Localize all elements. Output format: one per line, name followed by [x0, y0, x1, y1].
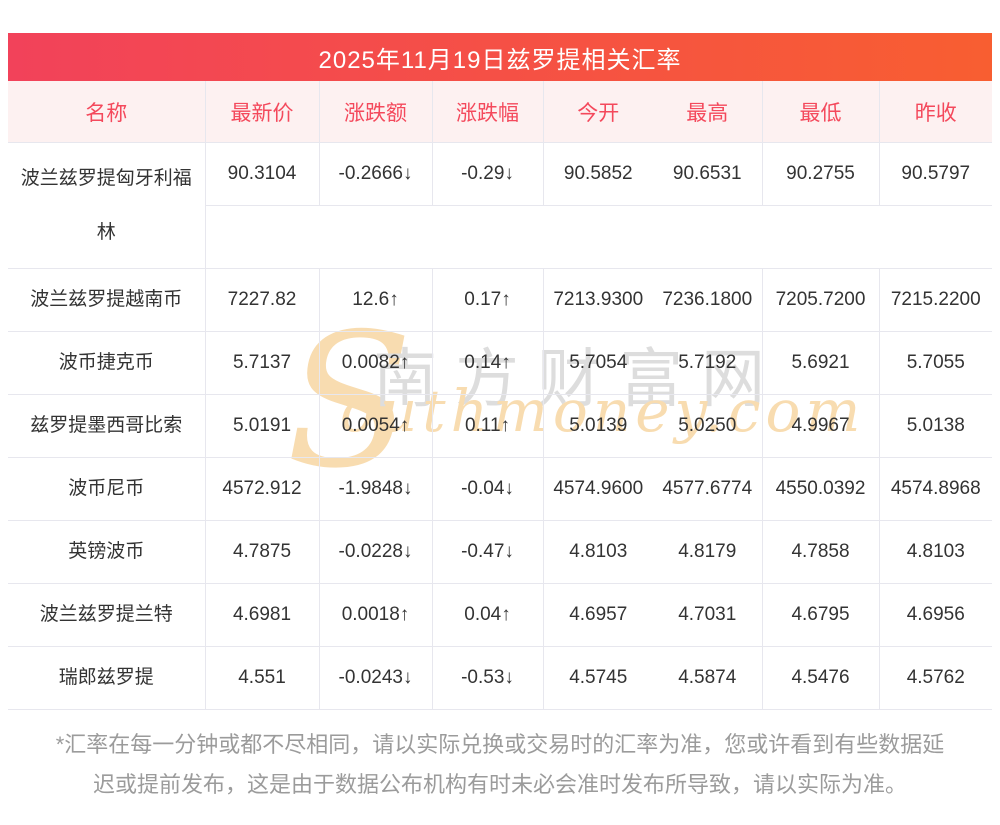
cell-change: -0.0243↓ [318, 646, 432, 710]
cell-latest: 4.6981 [204, 583, 319, 647]
cell-open: 5.7054 [542, 331, 653, 395]
cell-change: -1.9848↓ [318, 457, 432, 521]
column-header-name: 名称 [8, 81, 205, 143]
exchange-rates-table: 名称 最新价 涨跌额 涨跌幅 今开 最高 最低 昨收 波兰兹罗提匈牙利福林 90.… [8, 81, 992, 710]
cell-change-pct: 0.17↑ [431, 268, 543, 332]
disclaimer-note: *汇率在每一分钟或都不尽相同，请以实际兑换或交易时的汇率为准，您或许看到有些数据… [55, 732, 945, 797]
cell-low: 4.7858 [761, 520, 879, 584]
currency-pair-name: 英镑波币 [8, 520, 205, 584]
cell-change-pct: -0.04↓ [431, 457, 543, 521]
cell-high: 4.8179 [653, 520, 762, 584]
cell-change: -0.2666↓ [318, 142, 432, 206]
cell-high: 7236.1800 [653, 268, 762, 332]
cell-change-pct: 0.04↑ [431, 583, 543, 647]
cell-low: 90.2755 [761, 142, 879, 206]
cell-low: 4.5476 [761, 646, 879, 710]
cell-latest: 4572.912 [204, 457, 319, 521]
cell-high: 5.0250 [653, 394, 762, 458]
cell-change-pct: 0.11↑ [431, 394, 543, 458]
cell-prev-close: 4.5762 [878, 646, 992, 710]
table-row: 波兰兹罗提兰特 4.6981 0.0018↑ 0.04↑ 4.6957 4.7031 4.6… [8, 583, 992, 647]
currency-pair-name: 波兰兹罗提越南币 [8, 268, 205, 332]
cell-latest: 4.7875 [204, 520, 319, 584]
cell-latest: 5.0191 [204, 394, 319, 458]
table-row: 波币尼币 4572.912 -1.9848↓ -0.04↓ 4574.9600 4577.… [8, 457, 992, 521]
cell-change-pct: 0.14↑ [431, 331, 543, 395]
rates-table-wrap: S 南方财富网 outhmoney.com 名称 最新价 涨跌额 涨跌幅 今开 … [8, 81, 992, 710]
cell-high: 4.7031 [653, 583, 762, 647]
cell-change: -0.0228↓ [318, 520, 432, 584]
cell-change: 0.0082↑ [318, 331, 432, 395]
column-header-latest: 最新价 [204, 81, 319, 143]
table-row: 兹罗提墨西哥比索 5.0191 0.0054↑ 0.11↑ 5.0139 5.0250 4.… [8, 394, 992, 458]
cell-open: 4574.9600 [542, 457, 653, 521]
cell-change-pct: -0.29↓ [431, 142, 543, 206]
cell-open: 5.0139 [542, 394, 653, 458]
cell-change-pct: -0.53↓ [431, 646, 543, 710]
column-header-open: 今开 [542, 81, 653, 143]
column-header-low: 最低 [761, 81, 879, 143]
cell-latest: 90.3104 [204, 142, 319, 206]
cell-prev-close: 5.0138 [878, 394, 992, 458]
table-row: 波兰兹罗提匈牙利福林 90.3104 -0.2666↓ -0.29↓ 90.5852 90… [8, 142, 992, 269]
cell-high: 90.6531 [653, 142, 762, 206]
cell-high: 4.5874 [653, 646, 762, 710]
cell-prev-close: 4.6956 [878, 583, 992, 647]
cell-low: 4.9967 [761, 394, 879, 458]
cell-prev-close: 90.5797 [878, 142, 992, 206]
cell-high: 5.7192 [653, 331, 762, 395]
currency-pair-name: 波兰兹罗提匈牙利福林 [8, 142, 205, 269]
currency-pair-name: 波兰兹罗提兰特 [8, 583, 205, 647]
cell-prev-close: 4.8103 [878, 520, 992, 584]
table-row: 瑞郎兹罗提 4.551 -0.0243↓ -0.53↓ 4.5745 4.5874 4.54… [8, 646, 992, 710]
cell-open: 4.6957 [542, 583, 653, 647]
column-header-change-pct: 涨跌幅 [431, 81, 543, 143]
cell-open: 90.5852 [542, 142, 653, 206]
table-row-filler [8, 205, 992, 269]
cell-change-pct: -0.47↓ [431, 520, 543, 584]
column-header-high: 最高 [653, 81, 762, 143]
page-title: 2025年11月19日兹罗提相关汇率 [318, 46, 682, 74]
table-row: 英镑波币 4.7875 -0.0228↓ -0.47↓ 4.8103 4.8179 4.78… [8, 520, 992, 584]
cell-open: 7213.9300 [542, 268, 653, 332]
cell-prev-close: 5.7055 [878, 331, 992, 395]
cell-low: 4.6795 [761, 583, 879, 647]
cell-open: 4.5745 [542, 646, 653, 710]
cell-low: 5.6921 [761, 331, 879, 395]
currency-pair-name: 兹罗提墨西哥比索 [8, 394, 205, 458]
table-row: 波币捷克币 5.7137 0.0082↑ 0.14↑ 5.7054 5.7192 5.692… [8, 331, 992, 395]
column-header-prev-close: 昨收 [878, 81, 992, 143]
cell-open: 4.8103 [542, 520, 653, 584]
cell-prev-close: 7215.2200 [878, 268, 992, 332]
cell-latest: 4.551 [204, 646, 319, 710]
cell-high: 4577.6774 [653, 457, 762, 521]
cell-low: 4550.0392 [761, 457, 879, 521]
cell-latest: 7227.82 [204, 268, 319, 332]
cell-prev-close: 4574.8968 [878, 457, 992, 521]
table-title-bar: 2025年11月19日兹罗提相关汇率 [8, 33, 992, 81]
cell-change: 0.0054↑ [318, 394, 432, 458]
currency-pair-name: 波币捷克币 [8, 331, 205, 395]
table-header-row: 名称 最新价 涨跌额 涨跌幅 今开 最高 最低 昨收 [8, 81, 992, 143]
column-header-change: 涨跌额 [318, 81, 432, 143]
cell-low: 7205.7200 [761, 268, 879, 332]
cell-change: 0.0018↑ [318, 583, 432, 647]
cell-latest: 5.7137 [204, 331, 319, 395]
currency-pair-name: 波币尼币 [8, 457, 205, 521]
currency-pair-name: 瑞郎兹罗提 [8, 646, 205, 710]
empty-filler-cell [204, 205, 992, 269]
table-row: 波兰兹罗提越南币 7227.82 12.6↑ 0.17↑ 7213.9300 7236.1… [8, 268, 992, 332]
cell-change: 12.6↑ [318, 268, 432, 332]
